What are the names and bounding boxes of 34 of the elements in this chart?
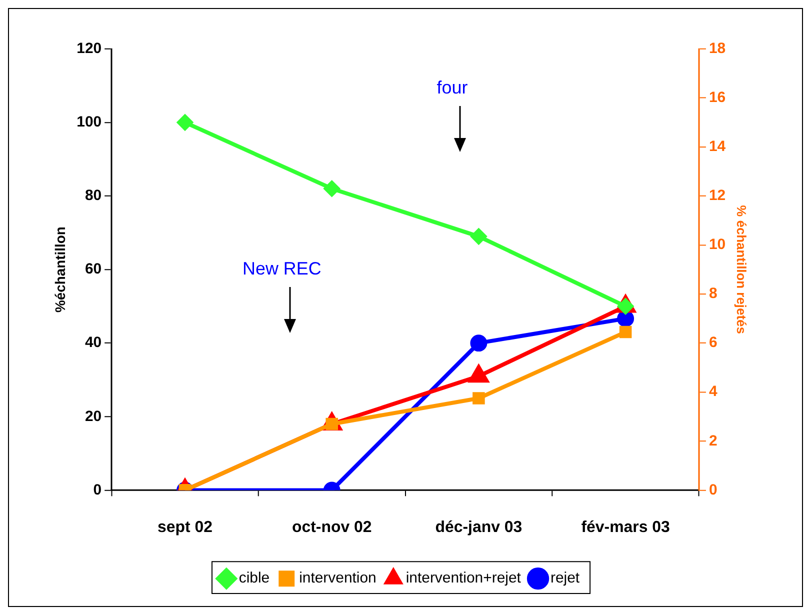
y-tick-label: 120	[76, 40, 102, 57]
point	[468, 364, 490, 383]
y-tick-label: 80	[84, 187, 102, 204]
y2-tick-label: 2	[708, 432, 718, 450]
y2-tick-label: 10	[708, 236, 726, 254]
point	[176, 114, 194, 131]
y-axis-title: %échantillon	[52, 226, 68, 312]
y-tick-label: 20	[84, 408, 102, 425]
x-tick-label: sept 02	[158, 519, 213, 536]
legend-label: rejet	[550, 570, 580, 587]
y2-tick-label: 8	[708, 285, 718, 302]
y2-tick-label: 4	[708, 383, 718, 400]
y-tick-label: 100	[76, 114, 102, 131]
y-tick-label: 0	[93, 481, 102, 498]
y2-tick-label: 18	[708, 40, 726, 57]
y2-tick-label: 16	[708, 89, 726, 106]
point	[470, 228, 488, 245]
annotation: New REC	[242, 258, 322, 278]
legend-label: intervention+rejet	[406, 570, 522, 587]
y-tick-label: 40	[84, 334, 102, 352]
annotation: four	[436, 78, 468, 98]
point	[323, 180, 340, 198]
point	[619, 326, 632, 338]
x-tick-label: déc-janv 03	[435, 519, 522, 536]
legend-label: intervention	[299, 570, 376, 587]
x-tick-label: oct-nov 02	[292, 519, 372, 536]
y2-axis-title: % échantillon rejetés	[734, 205, 749, 334]
y-tick-label: 60	[84, 260, 102, 278]
x-tick-label: fév-mars 03	[581, 519, 670, 536]
legend-label: cible	[238, 570, 270, 587]
y2-tick-label: 14	[708, 138, 726, 156]
y2-tick-label: 12	[708, 187, 726, 204]
y2-tick-label: 6	[708, 334, 718, 352]
y2-tick-label: 0	[708, 481, 718, 498]
